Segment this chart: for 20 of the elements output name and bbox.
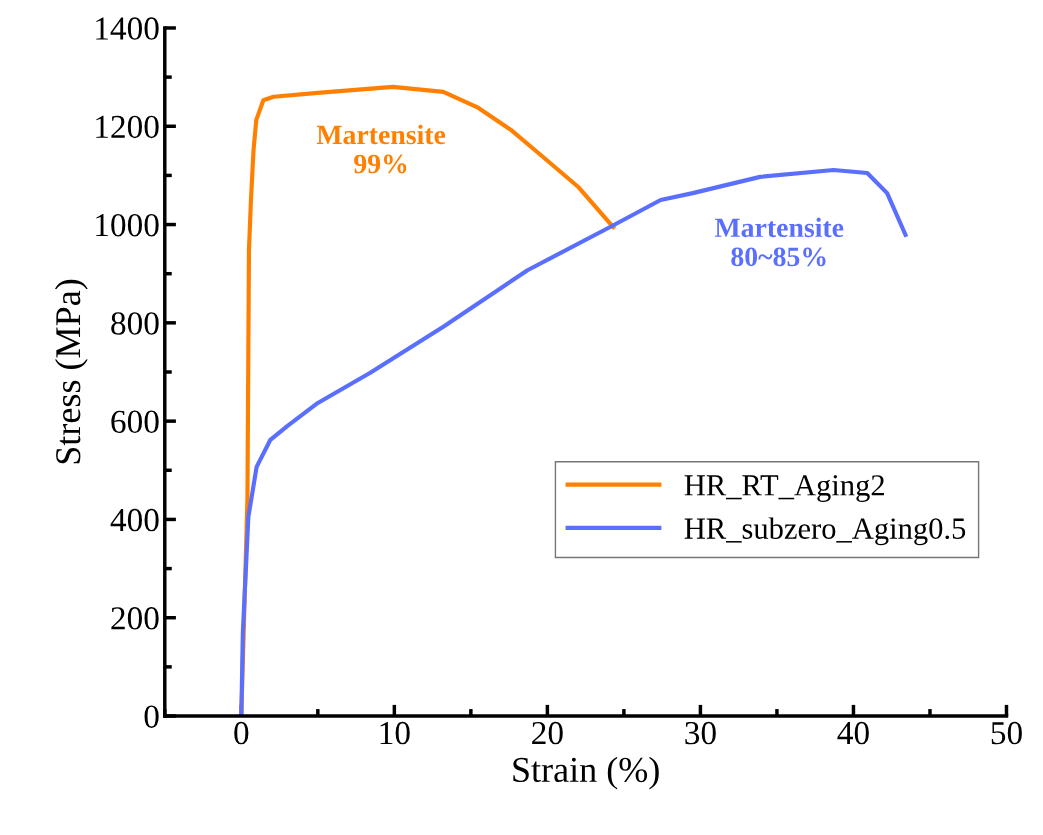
y-axis-title: Stress (MPa) xyxy=(54,279,88,464)
y-tick-label: 1000 xyxy=(96,213,159,237)
x-tick-label: 50 xyxy=(991,721,1022,745)
y-tick-label: 600 xyxy=(111,410,159,434)
x-tick-label: 0 xyxy=(234,721,249,745)
y-tick-label: 200 xyxy=(111,607,159,630)
x-tick-label: 40 xyxy=(837,721,869,745)
annotation: Martensite 80~85% xyxy=(714,217,844,267)
x-axis-title: Strain (%) xyxy=(513,756,659,790)
annotation: Martensite 99% xyxy=(316,124,446,174)
y-tick-label: 1400 xyxy=(96,17,159,40)
legend-label: HR_subzero_Aging0.5 xyxy=(684,517,966,546)
y-tick-label: 400 xyxy=(110,508,159,532)
y-tick-label: 800 xyxy=(111,312,159,335)
y-tick-label: 1200 xyxy=(96,115,159,139)
x-tick-label: 10 xyxy=(380,721,410,745)
x-tick-label: 20 xyxy=(532,721,563,745)
y-tick-label: 0 xyxy=(144,705,159,728)
legend-label: HR_RT_Aging2 xyxy=(684,475,884,502)
x-tick-label: 30 xyxy=(685,721,716,745)
